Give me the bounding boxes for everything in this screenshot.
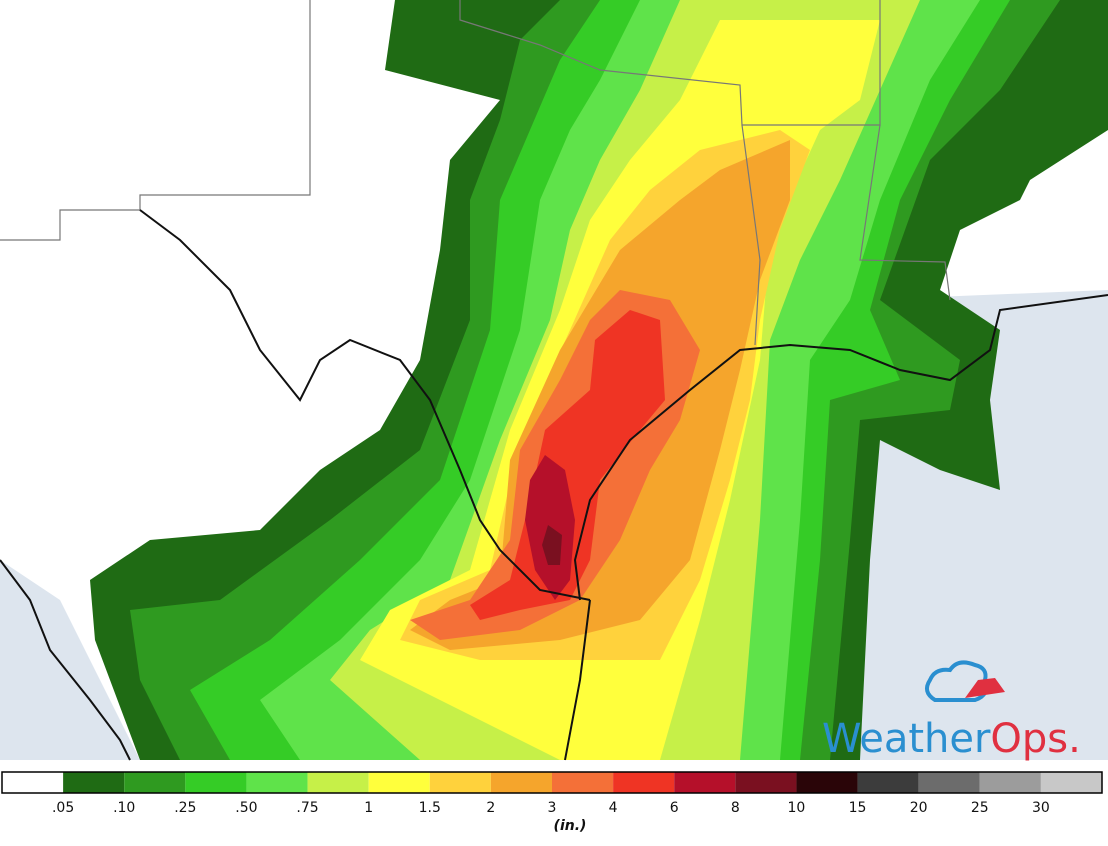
legend-label: 1.5: [419, 800, 441, 816]
rain-layer: [470, 310, 665, 620]
legend-label: 6: [670, 800, 679, 816]
coastline: [573, 294, 1108, 601]
legend-swatch: [796, 772, 858, 793]
legend-swatch: [613, 772, 675, 793]
legend-label: 10: [788, 800, 806, 816]
legend-swatch: [185, 772, 247, 793]
state-line: [859, 124, 951, 301]
legend-swatch: [246, 772, 308, 793]
map: WeatherOps.: [0, 0, 1108, 762]
legend-unit: (in.): [554, 818, 587, 834]
legend-swatch: [490, 772, 552, 793]
legend-frame: [1, 771, 1103, 794]
rain-layer: [542, 525, 562, 565]
legend-swatch: [857, 772, 919, 793]
legend-label: .50: [235, 800, 257, 816]
legend-swatch: [124, 772, 186, 793]
legend-label: 15: [849, 800, 867, 816]
legend-label: 1: [364, 800, 373, 816]
legend-swatch: [918, 772, 980, 793]
legend-swatch: [979, 772, 1041, 793]
legend-label: 2: [486, 800, 495, 816]
legend-label: 30: [1032, 800, 1050, 816]
legend-label: .10: [113, 800, 135, 816]
legend-label: 3: [548, 800, 557, 816]
logo-grid: [965, 678, 1005, 698]
legend-swatch: [63, 772, 125, 793]
legend-label: .75: [296, 800, 318, 816]
legend-swatch: [1040, 772, 1102, 793]
legend-label: 20: [910, 800, 928, 816]
legend-swatch: [674, 772, 736, 793]
state-line: [459, 0, 881, 126]
legend-label: 8: [731, 800, 740, 816]
logo-cloud: [924, 660, 989, 702]
legend-swatch: [429, 772, 491, 793]
legend-swatch: [2, 772, 64, 793]
legend-label: 25: [971, 800, 989, 816]
logo: WeatherOps.: [822, 660, 1081, 762]
legend-label: .25: [174, 800, 196, 816]
legend-swatch: [735, 772, 797, 793]
coastline: [0, 559, 131, 761]
coastline: [564, 599, 591, 761]
country-border: [139, 209, 591, 601]
legend-swatch: [307, 772, 369, 793]
legend-label: 4: [609, 800, 618, 816]
state-line: [741, 124, 761, 346]
logo-word: Weather: [822, 716, 991, 762]
legend-swatch: [368, 772, 430, 793]
logo-brand: Ops.: [990, 716, 1080, 762]
legend: (in.) .05 .10 .25 .50 .75 1 1.5 2 3 4 6 8 10 15 20 25 30: [1, 771, 1103, 834]
logo-text: WeatherOps.: [822, 716, 1081, 762]
legend-swatch: [552, 772, 614, 793]
legend-label: .05: [52, 800, 74, 816]
